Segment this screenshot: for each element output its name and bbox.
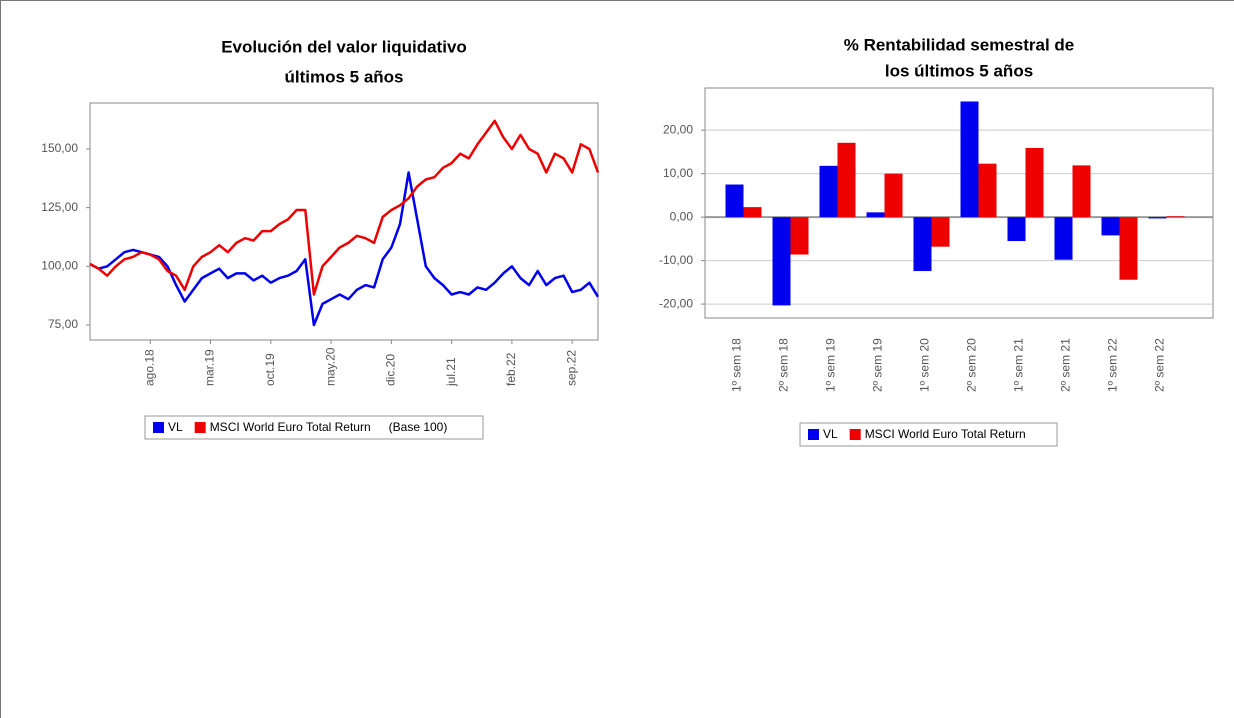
y-tick-label: 100,00 <box>41 258 78 272</box>
x-tick-label: oct.19 <box>263 353 277 386</box>
x-tick-label: ago.18 <box>142 349 156 386</box>
bar <box>1054 217 1073 260</box>
legend-note: (Base 100) <box>389 420 448 434</box>
x-tick-label: jul.21 <box>444 357 458 387</box>
x-tick-label: feb.22 <box>504 352 518 386</box>
x-tick-label: sep.22 <box>564 350 578 386</box>
y-tick-label: -10,00 <box>659 253 693 267</box>
bar <box>1007 217 1026 242</box>
bar <box>790 217 809 255</box>
line-series <box>89 171 600 327</box>
legend-label: VL <box>168 420 183 434</box>
legend-box <box>144 415 484 440</box>
legend-box <box>799 422 1058 447</box>
x-tick-label: 1º sem 19 <box>824 338 838 392</box>
legend-label: MSCI World Euro Total Return <box>210 420 371 434</box>
x-tick-label: mar.19 <box>203 349 217 386</box>
bar <box>725 184 744 218</box>
y-tick-label: -20,00 <box>659 296 693 310</box>
legend-swatch <box>153 422 164 433</box>
y-tick-label: 75,00 <box>48 317 78 331</box>
x-tick-label: dic.20 <box>384 354 398 386</box>
bar <box>884 173 903 218</box>
x-tick-label: 2º sem 21 <box>1059 338 1073 392</box>
y-tick-label: 150,00 <box>41 141 78 155</box>
bar <box>1101 217 1120 236</box>
y-tick-label: 0,00 <box>670 209 694 223</box>
x-tick-label: 2º sem 20 <box>965 338 979 392</box>
bar <box>743 207 762 218</box>
bar <box>866 212 885 218</box>
x-tick-label: 1º sem 20 <box>918 338 932 392</box>
x-tick-label: 1º sem 18 <box>730 338 744 392</box>
chart-title: % Rentabilidad semestral de <box>844 35 1075 54</box>
bar <box>960 101 979 218</box>
line-series <box>89 119 600 296</box>
x-tick-label: 2º sem 22 <box>1153 338 1167 392</box>
x-tick-label: 1º sem 21 <box>1012 338 1026 392</box>
y-tick-label: 10,00 <box>663 166 693 180</box>
x-tick-label: 2º sem 19 <box>871 338 885 392</box>
bar <box>1025 148 1044 218</box>
bar <box>819 165 838 218</box>
y-tick-label: 20,00 <box>663 122 693 136</box>
legend-label: VL <box>823 427 838 441</box>
bar <box>772 217 791 306</box>
legend-swatch <box>194 422 206 433</box>
x-tick-label: 1º sem 22 <box>1106 338 1120 392</box>
x-tick-label: may.20 <box>323 347 337 386</box>
chart-title: últimos 5 años <box>284 67 403 86</box>
plot-area <box>89 102 599 341</box>
legend-swatch <box>808 429 819 440</box>
bar <box>1119 217 1138 280</box>
bar <box>978 163 997 218</box>
bar <box>1072 165 1091 218</box>
bar <box>1166 216 1185 218</box>
chart-title: Evolución del valor liquidativo <box>221 37 467 56</box>
legend-swatch <box>849 429 861 440</box>
x-tick-label: 2º sem 18 <box>777 338 791 392</box>
chart-title: los últimos 5 años <box>885 61 1033 80</box>
bar <box>1148 217 1167 219</box>
bar <box>913 217 932 272</box>
y-tick-label: 125,00 <box>41 200 78 214</box>
legend-label: MSCI World Euro Total Return <box>865 427 1026 441</box>
bar <box>931 217 950 247</box>
bar <box>837 142 856 218</box>
